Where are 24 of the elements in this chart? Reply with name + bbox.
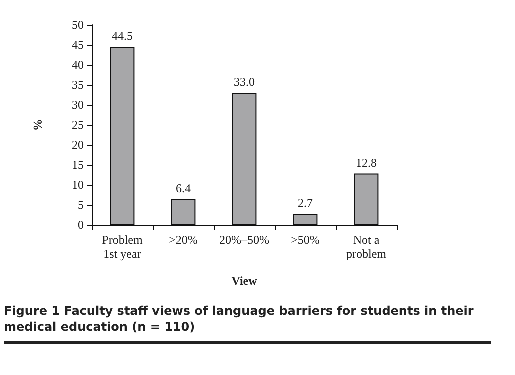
data-label: 2.7 [298,196,313,210]
y-tick-label: 25 [72,118,84,132]
y-tick-label: 15 [72,158,84,172]
data-label: 44.5 [112,29,133,43]
data-label: 12.8 [356,156,377,170]
data-label: 6.4 [176,181,191,196]
x-axis-title: View [232,274,258,288]
data-label: 33.0 [234,75,255,89]
x-tick-label: >20% [169,233,198,247]
x-tick-label: 20%–50% [220,233,270,247]
y-tick-label: 40 [72,58,84,72]
y-tick-label: 20 [72,138,84,152]
x-tick-label: Not a problem [346,233,388,261]
y-axis-title: % [31,119,45,131]
y-tick-label: 35 [72,78,84,92]
y-tick-label: 45 [72,38,84,52]
y-tick-label: 10 [72,178,84,192]
y-tick-label: 5 [78,198,84,212]
y-tick-label: 30 [72,98,84,112]
x-tick-label: >50% [291,233,320,247]
y-tick-label: 50 [72,18,84,32]
caption: Figure 1 Faculty staff views of language barriers for students in their medical education (n = 110) [4,303,474,335]
y-tick-label: 0 [78,218,84,232]
x-tick-label: Problem 1st year [102,233,144,261]
